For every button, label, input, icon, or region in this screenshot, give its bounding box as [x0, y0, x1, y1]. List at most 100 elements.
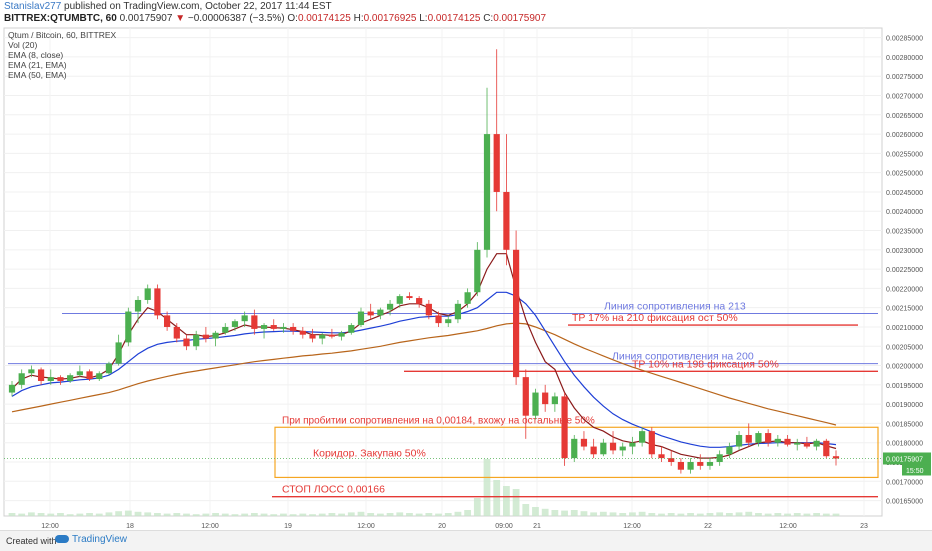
y-tick-label: 0.00215000 [886, 306, 923, 313]
volume-bar [124, 510, 132, 516]
volume-bar [260, 513, 268, 516]
candle-body [474, 249, 481, 293]
candle-body [348, 325, 355, 333]
volume-bar [551, 510, 559, 516]
y-tick-label: 0.00260000 [886, 132, 923, 139]
volume-bar [667, 513, 675, 516]
level-label: Линия сопротивления на 200 [612, 351, 754, 363]
volume-bar [425, 513, 433, 516]
candle-body [726, 446, 733, 455]
volume-bar [183, 513, 190, 516]
candle-body [8, 384, 16, 393]
volume-bar [503, 486, 510, 516]
candle-body [590, 446, 597, 455]
candle-body [580, 438, 588, 447]
candle-body [57, 377, 64, 381]
x-tick-label: 21 [533, 523, 541, 530]
level-label: Линия сопротивления на 213 [604, 300, 746, 312]
volume-bar [696, 513, 704, 516]
created-with-text: Created with [6, 536, 57, 546]
volume-bar [493, 480, 501, 516]
tradingview-brand[interactable]: TradingView [55, 534, 127, 545]
candle-body [503, 191, 510, 250]
candle-body [803, 442, 811, 447]
y-tick-label: 0.00245000 [886, 190, 923, 197]
candle-body [716, 454, 723, 462]
volume-bar [687, 513, 694, 516]
volume-bar [609, 512, 617, 516]
x-tick-label: 20 [438, 523, 446, 530]
candle-body [784, 438, 791, 445]
ema21-line [11, 291, 837, 448]
time-tag [902, 464, 931, 476]
volume-bar [250, 513, 258, 516]
y-tick-label: 0.00250000 [886, 171, 923, 178]
candle-body [765, 433, 772, 443]
candle-body [386, 303, 394, 310]
legend-title: Qtum / Bitcoin, 60, BITTREX [8, 30, 117, 40]
author-link[interactable]: Stanislav277 [4, 1, 62, 12]
x-tick-label: 12:00 [623, 523, 641, 530]
volume-bar [541, 508, 549, 516]
corridor-label: Коридор. Закупаю 50% [313, 447, 426, 459]
y-tick-label: 0.00265000 [886, 113, 923, 120]
volume-bar [192, 514, 200, 516]
volume-bar [299, 513, 307, 516]
volume-bar [27, 512, 35, 516]
volume-bar [241, 513, 249, 516]
candle-body [658, 454, 665, 459]
volume-bar [76, 513, 84, 516]
candle-body [416, 298, 423, 304]
candle-body [105, 363, 113, 374]
volume-bar [212, 513, 219, 516]
y-tick-label: 0.00220000 [886, 286, 923, 293]
legend-ema8[interactable]: EMA (8, close) [8, 50, 64, 60]
candle-body [532, 392, 539, 416]
y-tick-label: 0.00185000 [886, 421, 923, 428]
volume-bar [415, 513, 423, 516]
volume-bar [658, 513, 665, 516]
legend-volume[interactable]: Vol (20) [8, 40, 38, 50]
candle-body [193, 334, 200, 347]
candle-body [648, 431, 655, 455]
candle-body [755, 433, 762, 443]
volume-bar [784, 513, 791, 516]
volume-bar [735, 512, 743, 516]
candle-body [735, 434, 743, 447]
candle-body [47, 377, 54, 381]
candle-body [794, 442, 801, 445]
y-tick-label: 0.00165000 [886, 499, 923, 506]
close-label: C: [483, 13, 494, 24]
last-price-tag [883, 452, 931, 465]
legend-ema50[interactable]: EMA (50, EMA) [8, 70, 67, 80]
legend-ema21[interactable]: EMA (21, EMA) [8, 60, 67, 70]
footer-bar: Created with TradingView [0, 530, 932, 551]
quote-line: BITTREX:QTUMBTC, 60 0.00175907 ▼ −0.0000… [4, 13, 546, 24]
volume-bar [716, 512, 724, 516]
price-chart[interactable]: 0.001650000.001700000.001750000.00180000… [0, 24, 932, 530]
candle-body [435, 315, 442, 324]
y-tick-label: 0.00205000 [886, 344, 923, 351]
symbol-label: BITTREX:QTUMBTC, 60 [4, 13, 117, 24]
candle-body [512, 249, 520, 378]
candle-body [212, 332, 219, 339]
candle-body [357, 311, 365, 326]
volume-bar [619, 513, 627, 516]
candle-body [522, 377, 529, 416]
volume-bar [231, 514, 239, 516]
volume-bar [793, 513, 801, 516]
candle-body [483, 134, 491, 250]
y-tick-label: 0.00230000 [886, 248, 923, 255]
candle-body [677, 461, 684, 470]
volume-bar [318, 513, 326, 516]
candle-body [270, 325, 277, 329]
candle-body [299, 330, 306, 335]
volume-bar [280, 513, 287, 516]
published-text: published on TradingView.com, October 22… [64, 1, 332, 12]
candle-body [280, 326, 287, 329]
candle-body [290, 326, 297, 331]
candle-body [319, 334, 326, 339]
y-tick-label: 0.00255000 [886, 151, 923, 158]
candle-body [823, 440, 830, 457]
x-tick-label: 23 [860, 523, 868, 530]
